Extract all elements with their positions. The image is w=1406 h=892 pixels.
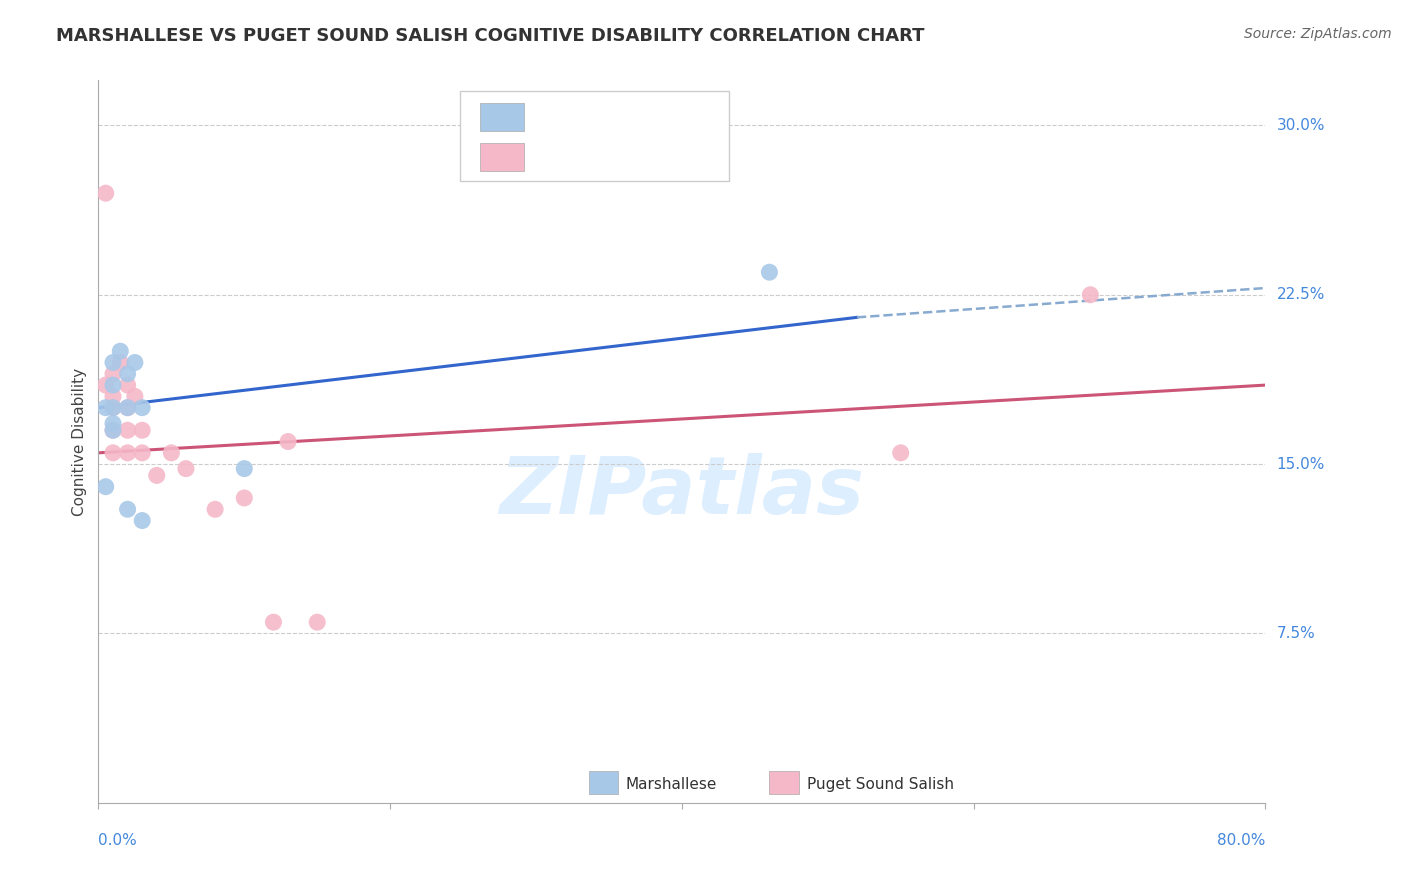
Point xyxy=(174,461,197,475)
Point xyxy=(160,446,183,460)
Text: 80.0%: 80.0% xyxy=(1218,833,1265,848)
Point xyxy=(131,401,153,415)
Bar xyxy=(589,771,617,794)
Point xyxy=(131,446,153,460)
Text: R =  0.119: R = 0.119 xyxy=(538,149,620,164)
Text: 0.0%: 0.0% xyxy=(98,833,138,848)
Point xyxy=(1080,287,1102,301)
Point xyxy=(101,423,124,437)
Point xyxy=(101,423,124,437)
Text: 30.0%: 30.0% xyxy=(1277,118,1324,133)
Text: Marshallese: Marshallese xyxy=(626,777,717,792)
Point xyxy=(233,491,256,505)
Point xyxy=(101,401,124,415)
Point xyxy=(94,186,117,201)
Text: R = 0.222: R = 0.222 xyxy=(538,110,614,125)
Point xyxy=(204,502,226,516)
Text: N = 25: N = 25 xyxy=(641,149,699,164)
Point xyxy=(94,480,117,494)
Point xyxy=(101,378,124,392)
Text: Source: ZipAtlas.com: Source: ZipAtlas.com xyxy=(1244,27,1392,41)
Point xyxy=(117,401,139,415)
Point xyxy=(117,378,139,392)
Point xyxy=(758,265,780,279)
Text: ZIPatlas: ZIPatlas xyxy=(499,453,865,531)
Point xyxy=(117,401,139,415)
Point xyxy=(94,401,117,415)
Point xyxy=(307,615,329,630)
Point xyxy=(277,434,299,449)
Text: N = 16: N = 16 xyxy=(641,110,699,125)
Point xyxy=(124,355,146,369)
Bar xyxy=(479,143,524,170)
Point xyxy=(110,344,132,359)
Point xyxy=(117,446,139,460)
Point xyxy=(101,389,124,403)
Point xyxy=(233,461,256,475)
Point xyxy=(101,401,124,415)
Point xyxy=(262,615,284,630)
Point xyxy=(117,423,139,437)
Point xyxy=(124,389,146,403)
Text: 15.0%: 15.0% xyxy=(1277,457,1324,472)
Point xyxy=(101,367,124,381)
Text: 7.5%: 7.5% xyxy=(1277,626,1315,641)
Point xyxy=(101,446,124,460)
Point xyxy=(131,423,153,437)
Point xyxy=(101,355,124,369)
Point xyxy=(131,514,153,528)
Point xyxy=(110,355,132,369)
Point xyxy=(117,502,139,516)
Text: 22.5%: 22.5% xyxy=(1277,287,1324,302)
Point xyxy=(94,378,117,392)
Point xyxy=(146,468,169,483)
Bar xyxy=(769,771,799,794)
Point xyxy=(117,367,139,381)
Point xyxy=(101,417,124,431)
FancyBboxPatch shape xyxy=(460,91,728,181)
Point xyxy=(890,446,912,460)
Bar xyxy=(479,103,524,131)
Y-axis label: Cognitive Disability: Cognitive Disability xyxy=(72,368,87,516)
Text: Puget Sound Salish: Puget Sound Salish xyxy=(807,777,953,792)
Text: MARSHALLESE VS PUGET SOUND SALISH COGNITIVE DISABILITY CORRELATION CHART: MARSHALLESE VS PUGET SOUND SALISH COGNIT… xyxy=(56,27,925,45)
